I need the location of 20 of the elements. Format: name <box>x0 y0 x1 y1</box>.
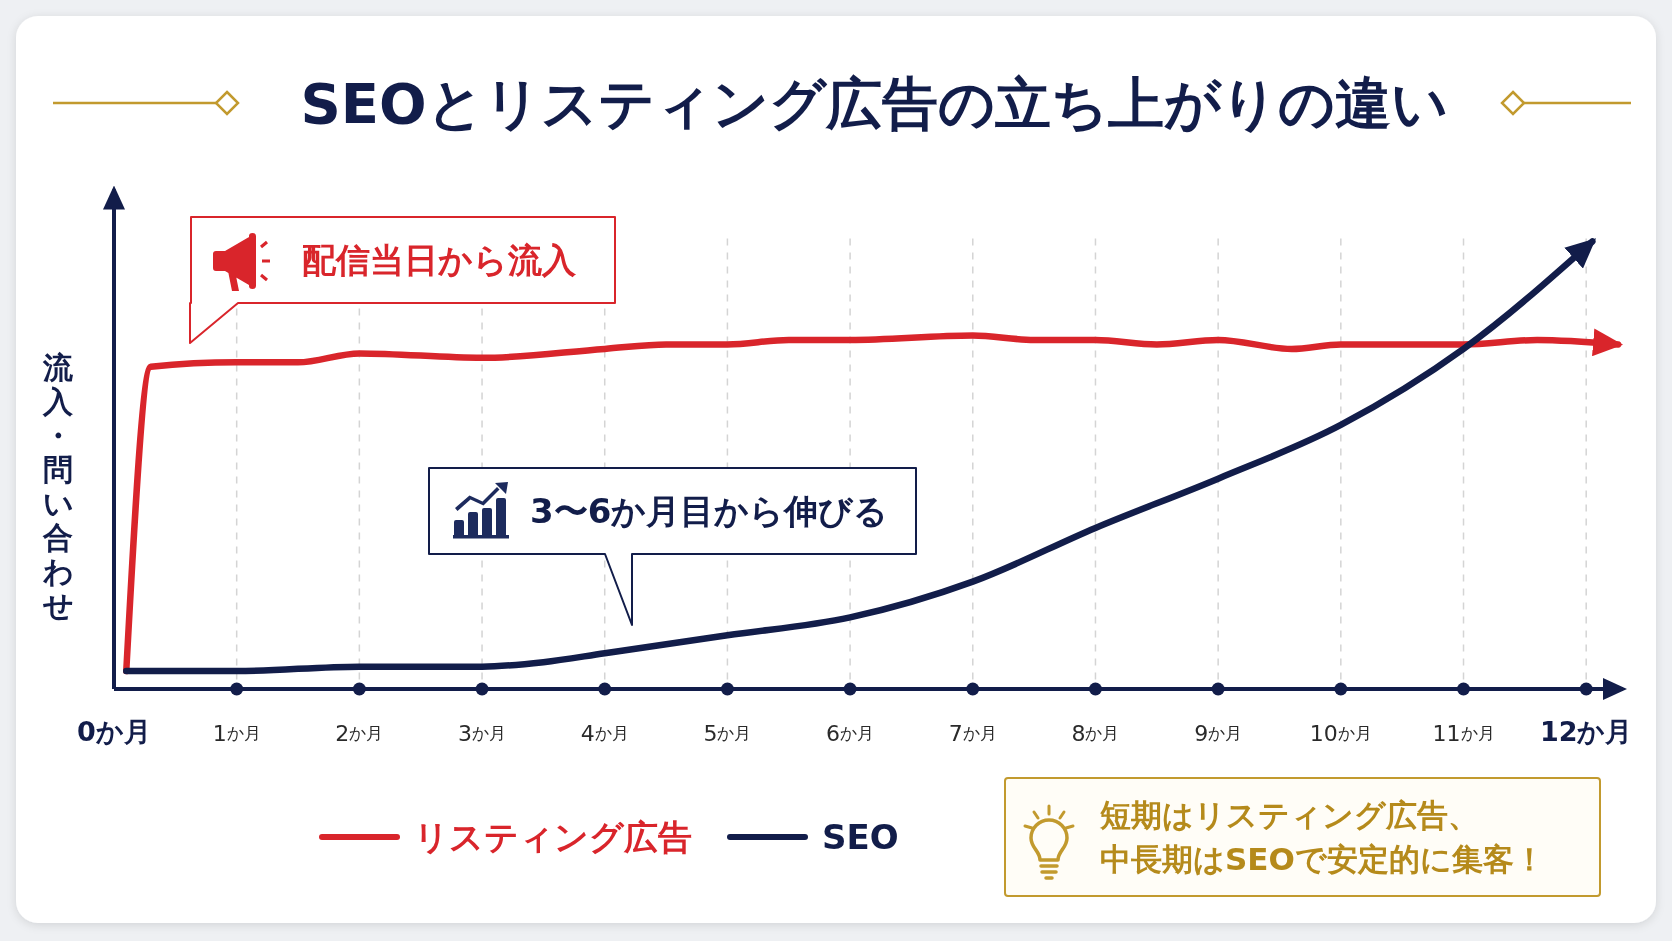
annotation: 配信当日から流入 <box>302 240 577 280</box>
x-tick-label: 8か月 <box>1071 720 1120 746</box>
x-tick-label: 4か月 <box>580 720 629 746</box>
annotation: 3〜6か月目から伸びる <box>530 491 889 531</box>
x-tick-label: 0か月 <box>77 715 151 747</box>
x-tick-label: 12か月 <box>1539 715 1633 747</box>
y-axis-title: 流入・問い合わせ <box>41 349 74 623</box>
chart-title: SEOとリスティング広告の立ち上がりの違い <box>300 70 1448 136</box>
x-tick-label: 5か月 <box>703 720 752 746</box>
legend-label: リスティング広告 <box>414 817 692 857</box>
x-tick-label: 3か月 <box>458 720 507 746</box>
x-tick-label: 6か月 <box>826 720 875 746</box>
x-tick-label: 11か月 <box>1432 720 1495 746</box>
text: 短期はリスティング広告、中長期はSEOで安定的に集客！ <box>1099 797 1545 877</box>
x-tick-label: 9か月 <box>1194 720 1243 746</box>
legend-label: SEO <box>822 817 899 857</box>
x-tick-label: 10か月 <box>1309 720 1372 746</box>
x-tick-label: 1か月 <box>212 720 261 746</box>
x-tick-label: 7か月 <box>948 720 997 746</box>
x-tick-label: 2か月 <box>335 720 384 746</box>
